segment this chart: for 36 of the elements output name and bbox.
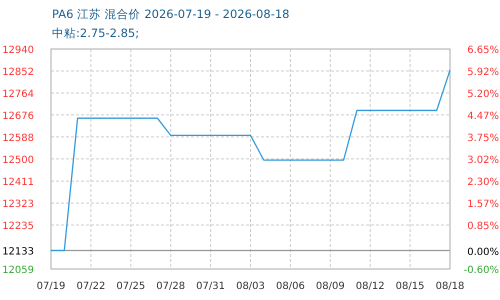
y2-tick-label: -0.60%: [464, 265, 499, 276]
y-tick-label: 12764: [2, 88, 34, 100]
x-tick-label: 08/03: [236, 281, 265, 292]
y-tick-label: 12676: [2, 110, 34, 122]
x-tick-label: 08/15: [396, 281, 425, 292]
x-tick-label: 08/06: [276, 281, 305, 292]
chart-subtitle: 中粘:2.75-2.85;: [52, 26, 140, 40]
x-tick-label: 07/28: [156, 281, 186, 292]
y-tick-label: 12235: [2, 221, 34, 232]
x-tick-label: 07/25: [116, 281, 146, 292]
x-tick-label: 08/18: [436, 281, 464, 292]
x-tick-label: 07/19: [36, 281, 66, 292]
line-series: [50, 70, 451, 252]
y-tick-label: 12588: [2, 132, 34, 144]
y2-tick-label: 0.85%: [467, 221, 499, 232]
y2-tick-label: 5.20%: [467, 89, 499, 100]
y-tick-label: 12323: [2, 199, 34, 210]
y2-tick-label: 5.92%: [467, 67, 499, 78]
x-tick-label: 08/09: [316, 281, 345, 292]
y2-tick-label: 4.47%: [467, 111, 499, 122]
x-tick-label: 07/22: [76, 281, 106, 292]
y-tick-label: 12500: [2, 154, 34, 166]
y-tick-label: 12411: [2, 177, 34, 188]
y-tick-label: 12852: [2, 66, 34, 78]
x-tick-label: 08/12: [356, 281, 385, 292]
y2-tick-label: 3.02%: [467, 155, 499, 166]
chart-title: PA6 江苏 混合价 2026-07-19 - 2026-08-18: [52, 7, 290, 21]
y2-tick-label: 3.75%: [467, 133, 499, 144]
y2-tick-label: 1.57%: [467, 199, 499, 210]
y2-tick-label: 2.30%: [467, 177, 499, 188]
x-tick-label: 07/31: [196, 281, 226, 292]
y-tick-label: 12133: [2, 246, 34, 258]
y-tick-label: 12940: [2, 45, 34, 56]
y2-tick-label: 6.65%: [467, 45, 499, 56]
y-tick-label: 12059: [2, 265, 34, 276]
y2-tick-label: 0.00%: [467, 246, 499, 258]
